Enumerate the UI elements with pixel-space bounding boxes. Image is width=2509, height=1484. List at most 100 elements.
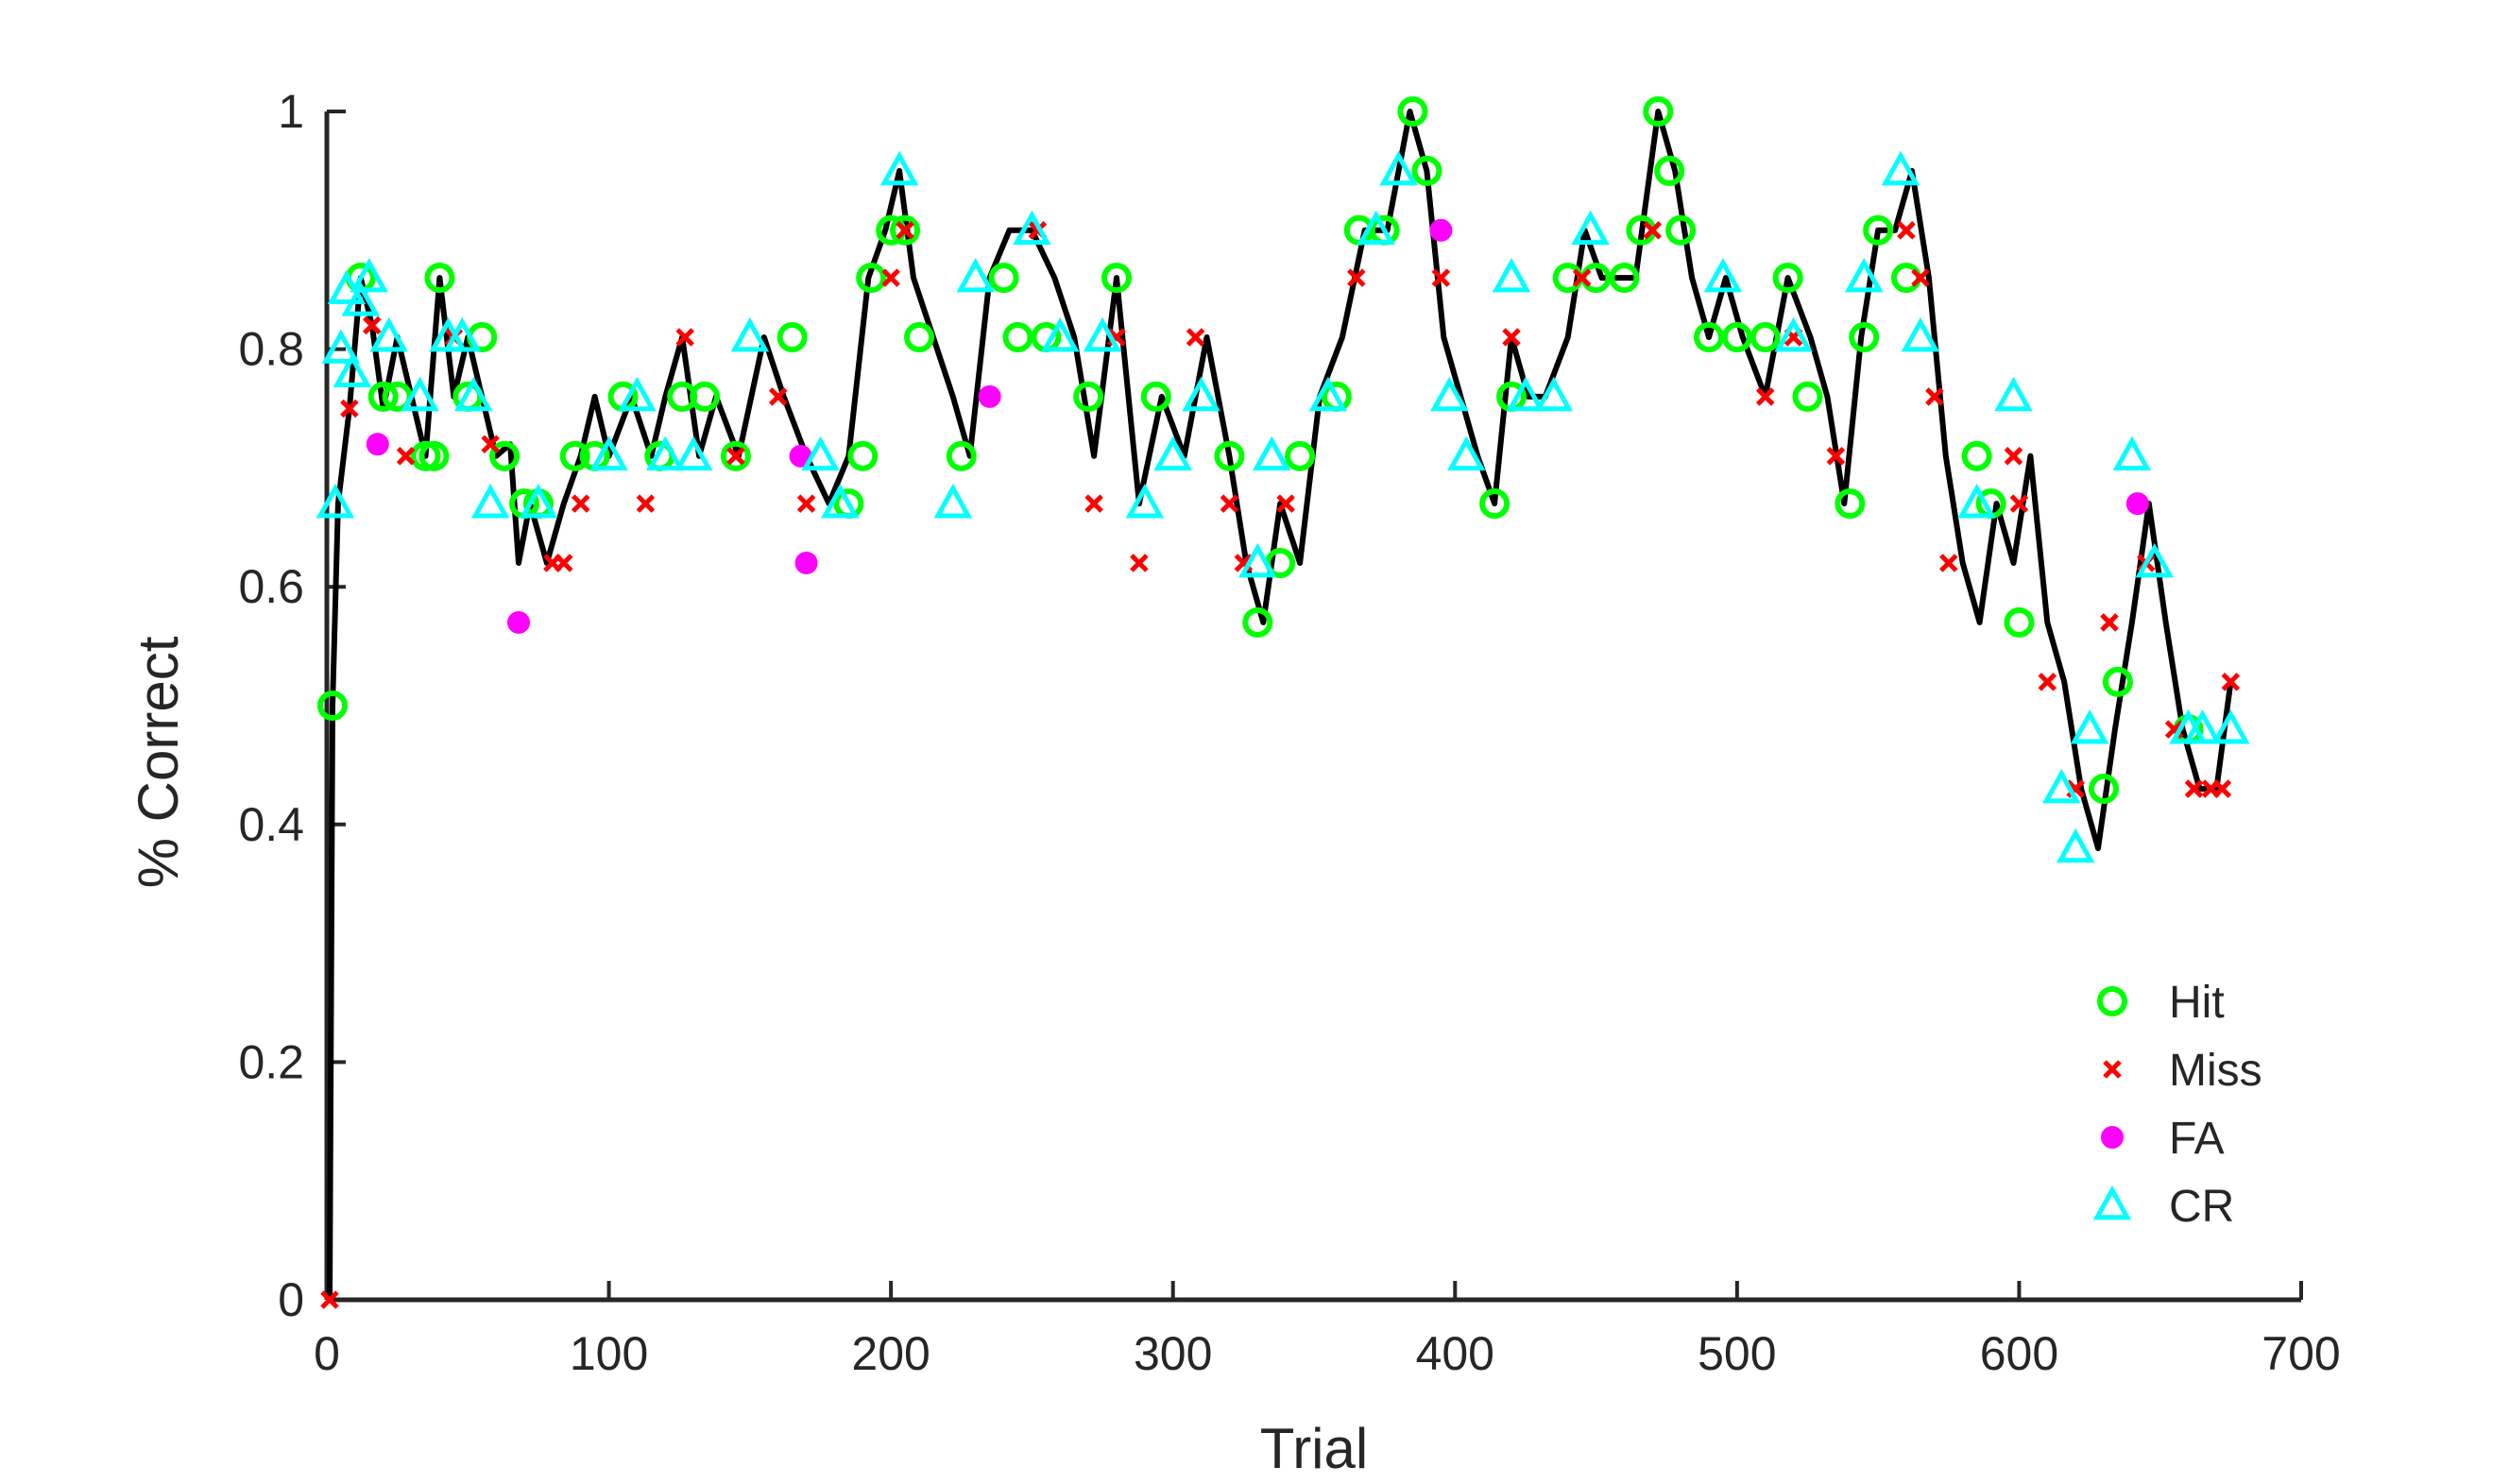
x-tick-label: 500 xyxy=(1698,1327,1776,1380)
cr-marker xyxy=(2056,827,2095,863)
cr-marker xyxy=(519,483,558,519)
hit-marker xyxy=(1772,263,1803,294)
hit-marker xyxy=(559,440,590,471)
markers xyxy=(316,96,2250,1309)
axes: 0 100 200 300 400 500 600 700 0 0.2 0.4 0.6 0.8 1 xyxy=(238,85,2340,1380)
hit-marker xyxy=(2102,666,2133,697)
hit-marker xyxy=(1961,440,1992,471)
legend-cr-symbol xyxy=(2092,1185,2132,1220)
cr-marker xyxy=(933,483,973,519)
legend-fa-label: FA xyxy=(2169,1114,2225,1164)
cr-marker xyxy=(1357,210,1395,246)
miss-marker xyxy=(1826,447,1846,466)
hit-marker xyxy=(1609,263,1640,294)
cr-marker xyxy=(1506,376,1545,412)
hit-marker xyxy=(904,322,934,353)
hit-marker xyxy=(1694,322,1724,353)
miss-marker xyxy=(1186,328,1205,347)
cr-marker xyxy=(2211,709,2250,744)
cr-marker xyxy=(350,257,389,293)
hit-marker xyxy=(1285,440,1316,471)
hit-marker xyxy=(1242,606,1273,638)
cr-marker xyxy=(1957,483,1996,519)
cr-marker xyxy=(1571,210,1610,246)
x-axis-title: Trial xyxy=(1260,1417,1368,1479)
cr-marker xyxy=(730,316,770,352)
x-tick-label: 300 xyxy=(1134,1327,1212,1380)
miss-marker xyxy=(881,268,900,287)
hit-marker xyxy=(1411,155,1442,186)
miss-marker xyxy=(1939,554,1958,572)
miss-marker xyxy=(896,221,914,240)
miss-marker xyxy=(2009,494,2029,513)
legend-miss-label: Miss xyxy=(2169,1046,2262,1096)
cr-marker xyxy=(1492,257,1531,293)
miss-marker xyxy=(2004,447,2023,466)
miss-marker xyxy=(1755,387,1775,406)
fa-marker xyxy=(794,552,818,575)
x-tick-label: 400 xyxy=(1416,1327,1494,1380)
miss-marker xyxy=(796,494,816,513)
hit-marker xyxy=(1101,263,1132,294)
miss-marker xyxy=(1276,494,1295,513)
fa-marker xyxy=(978,384,1001,408)
cr-marker xyxy=(1881,150,1920,186)
cr-marker xyxy=(2135,542,2174,578)
cr-marker xyxy=(2041,768,2081,804)
hit-marker xyxy=(1073,381,1104,412)
hit-marker xyxy=(1654,155,1685,186)
series-miss xyxy=(320,221,2241,1309)
miss-marker xyxy=(1084,494,1103,513)
miss-marker xyxy=(1911,268,1930,287)
hit-marker xyxy=(856,263,887,294)
series-cr xyxy=(316,150,2250,863)
cr-marker xyxy=(1703,257,1743,293)
hit-marker xyxy=(946,440,977,471)
cr-marker xyxy=(956,257,995,293)
hit-marker xyxy=(1397,96,1428,127)
cr-marker xyxy=(646,435,685,471)
hit-marker xyxy=(1721,322,1752,353)
hit-marker xyxy=(2089,774,2119,805)
cr-marker xyxy=(1252,435,1291,471)
miss-marker xyxy=(768,387,788,406)
hit-marker xyxy=(424,263,455,294)
hit-marker xyxy=(1665,214,1697,246)
x-tick-label: 100 xyxy=(570,1327,648,1380)
miss-marker xyxy=(363,316,382,335)
hit-marker xyxy=(890,214,921,246)
miss-marker xyxy=(726,447,745,466)
miss-marker xyxy=(1572,268,1592,287)
hit-marker xyxy=(1863,214,1894,246)
cr-marker xyxy=(1379,150,1418,186)
y-tick-label: 1 xyxy=(278,85,304,138)
cr-marker xyxy=(369,316,408,352)
hit-marker xyxy=(418,440,450,471)
miss-marker xyxy=(2212,779,2232,798)
trial-line xyxy=(327,109,2234,1301)
hit-marker xyxy=(489,440,521,471)
legend-miss-symbol xyxy=(2103,1060,2122,1079)
cr-marker xyxy=(674,435,713,471)
x-tick-label: 700 xyxy=(2262,1327,2340,1380)
hit-marker xyxy=(1835,488,1866,520)
fa-marker xyxy=(507,610,531,634)
legend: Hit Miss FA CR xyxy=(2092,978,2262,1232)
hit-marker xyxy=(1849,322,1880,353)
y-tick-label: 0.8 xyxy=(238,323,304,376)
fa-marker xyxy=(2125,492,2149,516)
miss-marker xyxy=(1897,221,1916,240)
cr-marker xyxy=(1125,483,1165,519)
miss-marker xyxy=(571,494,590,513)
cr-marker xyxy=(1013,210,1051,246)
cr-marker xyxy=(1182,376,1220,412)
miss-marker xyxy=(1502,328,1521,347)
miss-marker xyxy=(320,1290,339,1309)
hit-marker xyxy=(1002,322,1033,353)
cr-marker xyxy=(2183,709,2222,744)
y-axis-title: % Correct xyxy=(127,636,190,888)
y-tick-label: 0 xyxy=(278,1273,304,1326)
cr-marker xyxy=(801,435,840,471)
